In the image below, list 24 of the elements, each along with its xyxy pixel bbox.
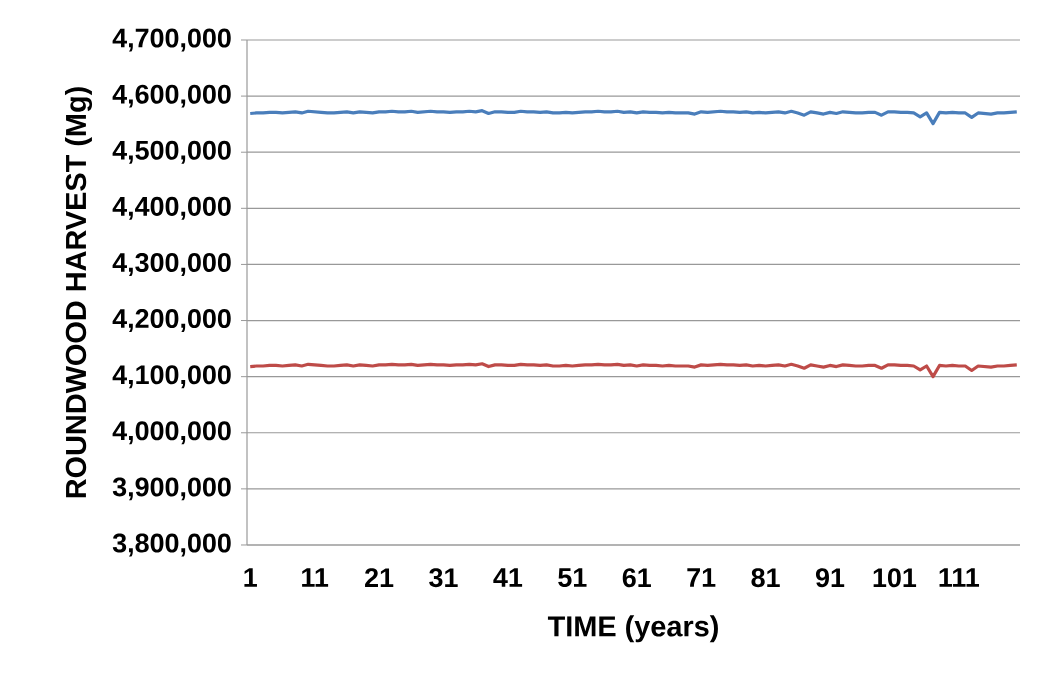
- y-axis-title: ROUNDWOOD HARVEST (Mg): [64, 87, 93, 498]
- x-tick-label: 81: [751, 568, 780, 588]
- y-tick-label: 3,900,000: [112, 477, 231, 501]
- x-tick-label: 51: [558, 568, 587, 587]
- y-tick-label: 3,800,000: [112, 533, 231, 557]
- x-tick-label: 61: [622, 568, 651, 588]
- x-tick-label: 91: [815, 568, 845, 588]
- x-axis-title: TIME (years): [547, 615, 718, 643]
- x-tick-label: 1: [244, 568, 257, 587]
- x-tick-label: 101: [873, 568, 917, 588]
- x-tick-label: 71: [687, 568, 716, 587]
- x-tick-label: 21: [365, 568, 394, 587]
- y-tick-label: 4,500,000: [112, 140, 231, 164]
- y-tick-label: 4,300,000: [112, 252, 231, 276]
- y-tick-label: 4,100,000: [112, 365, 231, 389]
- y-tick-label: 4,000,000: [112, 421, 231, 445]
- y-tick-label: 4,700,000: [112, 28, 231, 52]
- x-tick-label: 31: [429, 568, 458, 588]
- x-tick-label: 11: [302, 568, 329, 587]
- y-tick-label: 4,400,000: [112, 196, 231, 220]
- x-tick-label: 111: [939, 568, 980, 587]
- y-tick-label: 4,600,000: [112, 84, 231, 108]
- x-tick-label: 41: [493, 568, 523, 587]
- y-tick-label: 4,200,000: [112, 309, 231, 333]
